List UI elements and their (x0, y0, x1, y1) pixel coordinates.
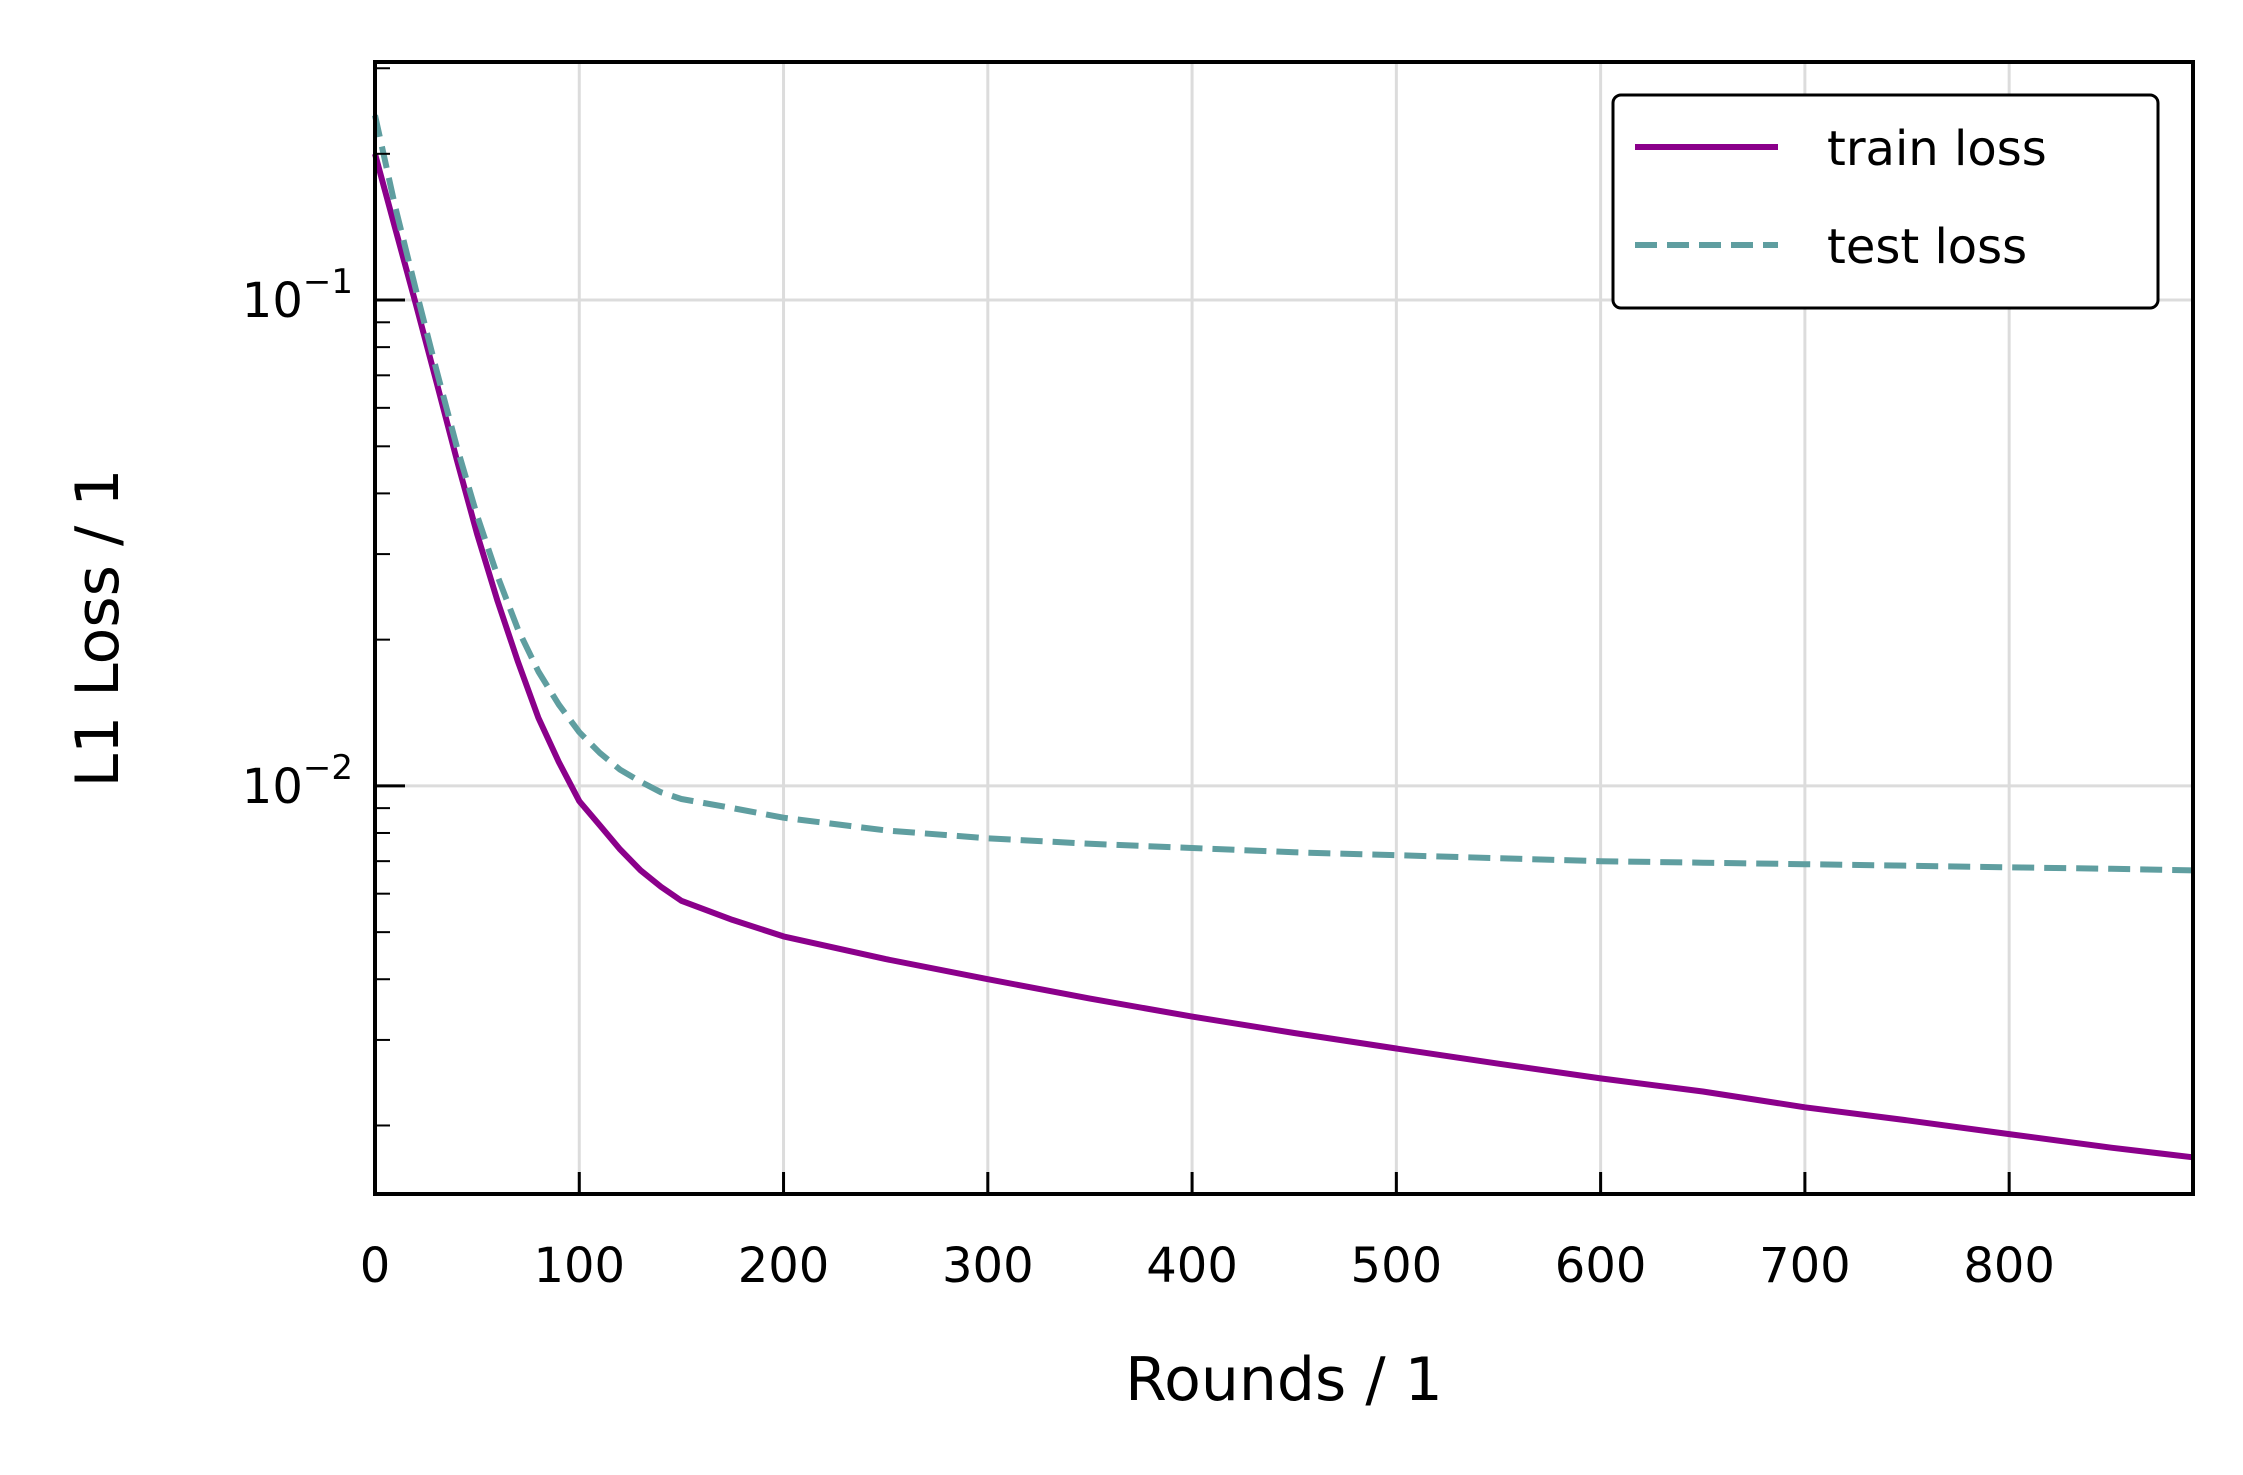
x-axis-ticks: 0 100 200 300 400 500 600 700 800 (360, 1172, 2055, 1294)
series-lines (372, 114, 2194, 1161)
x-tick-label: 300 (942, 1238, 1034, 1294)
x-tick-label: 0 (360, 1238, 391, 1294)
x-tick-label: 100 (533, 1238, 625, 1294)
x-axis-label: Rounds / 1 (1125, 1345, 1443, 1415)
x-tick-label: 600 (1555, 1238, 1647, 1294)
plot-frame (373, 60, 2195, 1196)
y-tick-label: 10−1 (242, 262, 353, 329)
y-tick-label: 10−2 (242, 748, 353, 815)
legend-label-train-loss: train loss (1827, 121, 2047, 177)
x-tick-label: 500 (1351, 1238, 1443, 1294)
x-tick-label: 800 (1963, 1238, 2055, 1294)
series-line-test-loss (372, 114, 2194, 874)
y-axis-label: L1 Loss / 1 (63, 469, 133, 788)
x-tick-label: 700 (1759, 1238, 1851, 1294)
legend: train loss test loss (1611, 93, 2160, 310)
x-tick-label: 400 (1146, 1238, 1238, 1294)
x-tick-label: 200 (738, 1238, 830, 1294)
series-line-train-loss (372, 153, 2194, 1161)
legend-label-test-loss: test loss (1827, 219, 2027, 275)
y-axis-ticks: 10−1 10−2 (242, 67, 405, 1127)
